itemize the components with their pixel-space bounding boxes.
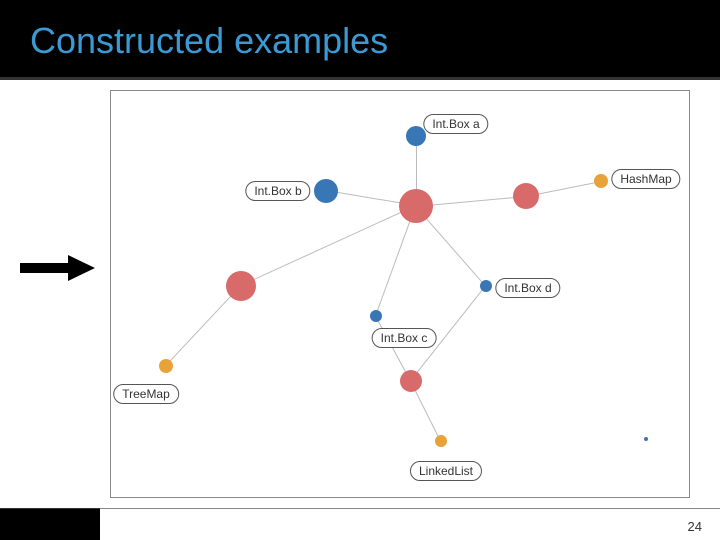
page-title: Constructed examples <box>30 20 690 62</box>
node-intbox_a <box>406 126 426 146</box>
content-area: Int.Box a Int.Box b TreeMap Int.Box c Linked… <box>0 79 720 509</box>
label-intbox_a: Int.Box a <box>423 114 488 134</box>
node-red_r <box>513 183 539 209</box>
node-center <box>399 189 433 223</box>
node-dot_br <box>644 437 648 441</box>
node-red_ll <box>226 271 256 301</box>
pointer-arrow-icon <box>20 255 95 286</box>
edge <box>375 206 416 316</box>
node-red_bot <box>400 370 422 392</box>
title-bar: Constructed examples <box>0 0 720 79</box>
node-intbox_b <box>314 179 338 203</box>
node-hashmap <box>594 174 608 188</box>
label-intbox_b: Int.Box b <box>245 181 310 201</box>
edge <box>165 285 241 366</box>
node-linked <box>435 435 447 447</box>
node-intbox_d <box>480 280 492 292</box>
network-diagram: Int.Box a Int.Box b TreeMap Int.Box c Linked… <box>110 90 690 498</box>
node-intbox_c <box>370 310 382 322</box>
label-intbox_d: Int.Box d <box>495 278 560 298</box>
label-hashmap: HashMap <box>611 169 680 189</box>
page-number: 24 <box>688 519 702 534</box>
label-linked: LinkedList <box>410 461 482 481</box>
node-treemap <box>159 359 173 373</box>
label-treemap: TreeMap <box>113 384 179 404</box>
footer-bar: 24 <box>100 508 720 540</box>
label-intbox_c: Int.Box c <box>372 328 437 348</box>
